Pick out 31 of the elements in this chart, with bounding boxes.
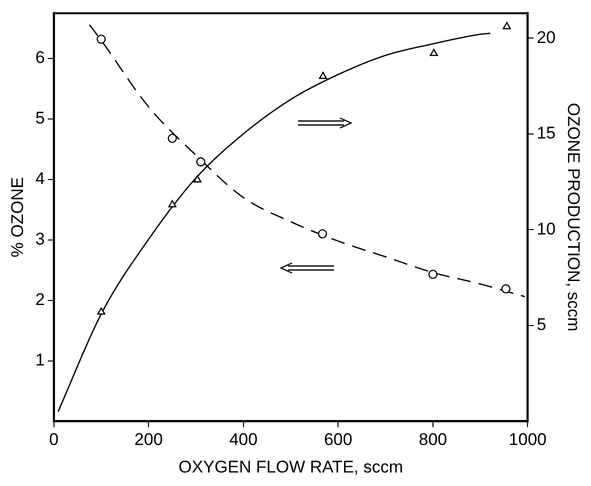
y2-axis-title: OZONE PRODUCTION, sccm xyxy=(564,102,584,332)
x-tick-label: 200 xyxy=(134,430,163,450)
y2-tick-label: 20 xyxy=(536,28,556,47)
y-tick-label: 6 xyxy=(35,48,45,68)
point xyxy=(97,307,106,315)
y2-tick-label: 15 xyxy=(536,124,556,143)
y2-tick-label: 5 xyxy=(536,315,546,334)
x-tick-label: 400 xyxy=(229,430,258,450)
point xyxy=(196,157,206,166)
point xyxy=(430,48,438,56)
x-tick-label: 800 xyxy=(418,430,448,450)
point xyxy=(502,22,511,30)
y-axis-title: % OZONE xyxy=(8,177,27,258)
x-tick-label: 0 xyxy=(49,430,59,450)
point xyxy=(96,34,106,44)
point xyxy=(501,284,510,294)
y-tick-label: 1 xyxy=(35,350,45,370)
point xyxy=(168,134,177,143)
x-tick-label: 600 xyxy=(324,430,352,450)
y-tick-label: 5 xyxy=(35,108,45,128)
x-tick-label: 1000 xyxy=(508,430,547,450)
point xyxy=(428,270,438,279)
point xyxy=(193,175,202,182)
y-tick-label: 4 xyxy=(35,169,45,188)
point xyxy=(318,229,328,238)
y2-tick-label: 10 xyxy=(536,219,556,238)
y-tick-label: 3 xyxy=(35,230,45,249)
y-tick-label: 2 xyxy=(35,290,45,309)
point xyxy=(168,200,176,208)
point xyxy=(318,72,328,80)
x-axis-title: OXYGEN FLOW RATE, sccm xyxy=(178,457,404,476)
